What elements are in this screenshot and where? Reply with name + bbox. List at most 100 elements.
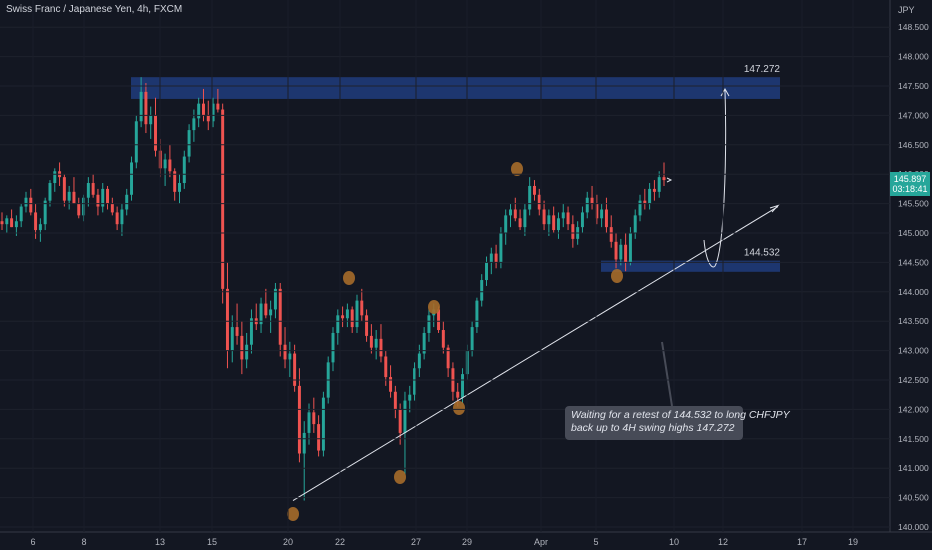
candle xyxy=(360,288,364,322)
candle-body xyxy=(101,188,105,207)
candle-body xyxy=(427,315,431,333)
candle xyxy=(283,327,287,369)
candle xyxy=(542,200,546,231)
candle xyxy=(130,156,134,201)
candle xyxy=(537,188,541,216)
candle xyxy=(499,227,503,269)
candle xyxy=(657,171,661,198)
price-tick-label: 141.000 xyxy=(898,463,929,473)
candle xyxy=(619,238,623,266)
candle-body xyxy=(628,233,632,263)
candle xyxy=(643,188,647,210)
price-tick-label: 144.500 xyxy=(898,257,929,267)
candle-body xyxy=(509,209,512,216)
candle xyxy=(624,233,628,272)
candle xyxy=(115,206,119,231)
candle xyxy=(230,315,234,363)
candle xyxy=(379,324,383,363)
candle xyxy=(580,206,584,233)
candle-body xyxy=(662,177,666,181)
candle-body xyxy=(312,412,316,425)
time-tick-label: 22 xyxy=(335,537,345,547)
candle xyxy=(154,97,157,157)
candle-body xyxy=(350,309,354,328)
candle xyxy=(259,297,263,333)
candle-body xyxy=(10,218,14,228)
candle-body xyxy=(624,244,628,263)
candle xyxy=(350,306,354,333)
candle xyxy=(566,206,570,231)
candle-body xyxy=(125,194,129,210)
candle xyxy=(62,174,66,207)
time-tick-label: 13 xyxy=(155,537,165,547)
candle-body xyxy=(173,171,177,192)
candle-body xyxy=(278,288,282,345)
candle-body xyxy=(62,177,66,201)
candle-body xyxy=(556,218,560,231)
time-tick-label: Apr xyxy=(534,537,548,547)
candle xyxy=(532,180,536,201)
candle-body xyxy=(235,327,239,336)
swing-marker xyxy=(428,300,440,314)
price-tick-label: 145.000 xyxy=(898,228,929,238)
time-tick-label: 19 xyxy=(848,537,858,547)
candle xyxy=(29,188,33,216)
candle xyxy=(168,144,172,178)
candle xyxy=(10,209,14,228)
candle-body xyxy=(249,318,253,345)
candle-body xyxy=(470,327,474,351)
candle xyxy=(427,309,431,342)
candle xyxy=(633,209,637,239)
candle xyxy=(187,124,191,163)
candle-body xyxy=(408,394,412,401)
price-tick-label: 146.500 xyxy=(898,140,929,150)
time-tick-label: 6 xyxy=(30,537,35,547)
candle xyxy=(5,215,9,233)
candle-body xyxy=(269,309,273,316)
candle-body xyxy=(609,227,613,242)
candle-body xyxy=(513,209,517,219)
candle-body xyxy=(600,209,604,219)
candle-body xyxy=(336,315,340,333)
candle xyxy=(422,327,426,360)
swing-marker xyxy=(287,507,299,521)
candle-body xyxy=(182,156,186,184)
candle-body xyxy=(110,203,114,213)
candle xyxy=(211,97,215,128)
candle xyxy=(302,421,306,501)
time-tick-label: 10 xyxy=(669,537,679,547)
candle xyxy=(144,83,148,134)
candle-body xyxy=(19,206,23,222)
price-tick-label: 148.500 xyxy=(898,22,929,32)
candle xyxy=(489,247,493,275)
candle xyxy=(134,115,138,169)
candle xyxy=(341,306,345,328)
candle xyxy=(182,150,186,189)
candle xyxy=(556,212,560,239)
candle-body xyxy=(120,209,124,225)
trendline xyxy=(292,206,779,501)
candle xyxy=(278,282,282,357)
candle xyxy=(249,309,253,354)
candle xyxy=(264,288,268,319)
candle xyxy=(638,194,642,222)
candle-body xyxy=(245,344,249,360)
candle xyxy=(288,341,292,378)
candle-body xyxy=(288,353,292,360)
candle-body xyxy=(374,338,378,348)
candle-body xyxy=(163,159,167,169)
price-tick-label: 148.000 xyxy=(898,52,929,62)
candle-body xyxy=(542,209,546,225)
candle-body xyxy=(168,159,172,172)
candle-body xyxy=(633,215,637,233)
candle xyxy=(374,330,378,360)
candle-body xyxy=(178,183,181,192)
candle-body xyxy=(72,191,76,204)
candle-body xyxy=(523,209,527,228)
candle-body xyxy=(67,191,71,201)
last-price-tag: 145.897 03:18:41 xyxy=(890,172,930,196)
candle xyxy=(494,244,498,269)
candle-body xyxy=(384,356,388,378)
candle xyxy=(652,180,656,201)
